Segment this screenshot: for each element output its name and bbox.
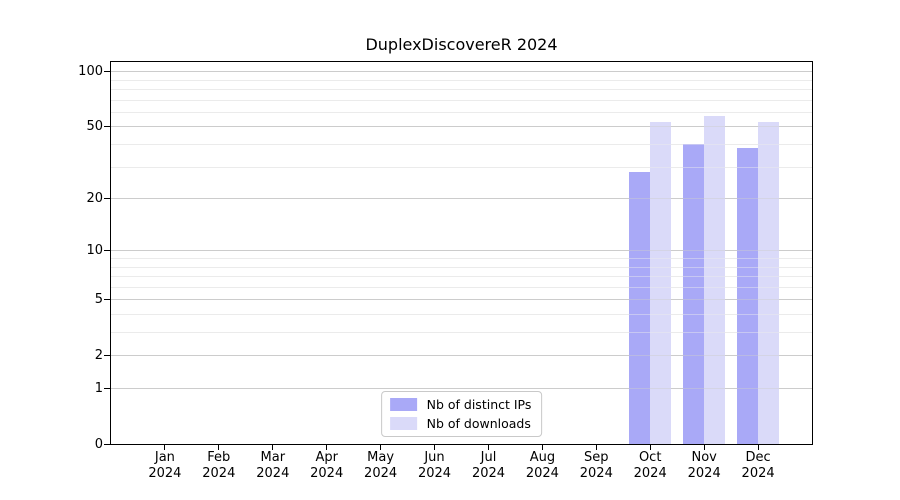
- ytick-label-0: 0: [94, 436, 103, 452]
- legend: Nb of distinct IPs Nb of downloads: [380, 391, 543, 437]
- gridline-overlay-minor-y8: [111, 266, 812, 268]
- ytick-label-5: 5: [94, 291, 103, 307]
- legend-label-downloads: Nb of downloads: [426, 416, 531, 431]
- gridline-major-y1: [111, 388, 812, 389]
- bar-oct-downloads: [649, 121, 671, 444]
- ytick-1: [104, 387, 110, 389]
- ytick-20: [104, 197, 110, 199]
- gridline-minor-y9: [111, 257, 812, 259]
- legend-item-distinct-ips: Nb of distinct IPs: [389, 397, 532, 412]
- xtick-label-jul: Jul 2024: [471, 450, 506, 481]
- ytick-label-100: 100: [78, 63, 103, 79]
- bar-oct-distinct-ips: [628, 171, 650, 444]
- xtick-nov: [703, 445, 705, 450]
- xtick-label-jan: Jan 2024: [148, 450, 182, 481]
- gridline-overlay-major-y20: [111, 198, 812, 199]
- ytick-label-50: 50: [86, 118, 103, 134]
- xtick-label-oct: Oct 2024: [633, 450, 667, 481]
- ytick-100: [104, 70, 110, 72]
- gridline-overlay-minor-y6: [111, 286, 812, 288]
- gridline-overlay-minor-y4: [111, 313, 812, 315]
- gridline-minor-y90: [111, 79, 812, 81]
- legend-swatch-distinct-ips: [389, 398, 417, 411]
- xtick-label-aug: Aug 2024: [525, 450, 559, 481]
- gridline-overlay-minor-y7: [111, 276, 812, 277]
- ytick-5: [104, 298, 110, 300]
- gridline-major-y50: [111, 126, 812, 128]
- legend-label-distinct-ips: Nb of distinct IPs: [426, 397, 532, 412]
- gridline-overlay-minor-y90: [111, 79, 812, 81]
- gridline-overlay-minor-y60: [111, 111, 812, 113]
- ytick-label-10: 10: [86, 242, 103, 258]
- gridline-overlay-major-y1: [111, 388, 812, 389]
- xtick-jun: [434, 445, 435, 450]
- gridline-overlay-minor-y40: [111, 143, 812, 145]
- gridline-major-y2: [111, 355, 812, 357]
- xtick-label-mar: Mar 2024: [256, 450, 290, 481]
- ytick-10: [104, 249, 110, 251]
- xtick-label-sep: Sep 2024: [579, 450, 613, 481]
- xtick-label-dec: Dec 2024: [741, 450, 775, 481]
- gridline-major-y20: [111, 198, 812, 199]
- gridline-major-y5: [111, 299, 812, 301]
- gridline-minor-y6: [111, 286, 812, 288]
- xtick-feb: [218, 445, 220, 450]
- gridline-minor-y40: [111, 143, 812, 145]
- xtick-mar: [272, 445, 274, 450]
- gridline-minor-y4: [111, 313, 812, 315]
- ytick-label-1: 1: [94, 380, 103, 396]
- gridline-minor-y80: [111, 88, 812, 90]
- xtick-oct: [649, 445, 651, 450]
- gridline-overlay-minor-y30: [111, 166, 812, 168]
- ytick-50: [104, 125, 110, 127]
- ytick-0: [104, 443, 110, 445]
- gridline-overlay-minor-y3: [111, 332, 812, 333]
- gridline-minor-y8: [111, 266, 812, 268]
- gridline-minor-y70: [111, 99, 812, 101]
- gridline-overlay-major-y10: [111, 250, 812, 252]
- xtick-apr: [326, 445, 328, 450]
- xtick-label-jun: Jun 2024: [417, 450, 452, 481]
- legend-item-downloads: Nb of downloads: [389, 416, 532, 431]
- xtick-label-apr: Apr 2024: [310, 450, 344, 481]
- chart-title: DuplexDiscovereR 2024: [365, 35, 558, 54]
- xtick-label-may: May 2024: [364, 450, 398, 481]
- gridline-minor-y60: [111, 111, 812, 113]
- gridline-minor-y7: [111, 276, 812, 277]
- xtick-label-feb: Feb 2024: [202, 450, 236, 481]
- ytick-label-2: 2: [94, 347, 103, 363]
- bar-nov-distinct-ips: [682, 143, 704, 444]
- ytick-2: [104, 354, 110, 356]
- gridline-overlay-major-y2: [111, 355, 812, 357]
- gridline-overlay-minor-y9: [111, 257, 812, 259]
- gridline-major-y10: [111, 250, 812, 252]
- xtick-aug: [541, 445, 543, 450]
- bar-dec-downloads: [757, 121, 779, 444]
- ytick-label-20: 20: [86, 190, 103, 206]
- bar-nov-downloads: [703, 115, 725, 444]
- gridline-major-y100: [111, 71, 812, 73]
- legend-swatch-downloads: [389, 417, 417, 430]
- gridline-overlay-major-y50: [111, 126, 812, 128]
- xtick-sep: [595, 445, 597, 450]
- xtick-may: [380, 445, 382, 450]
- xtick-jan: [164, 445, 166, 450]
- xtick-dec: [757, 445, 759, 450]
- xtick-label-nov: Nov 2024: [687, 450, 721, 481]
- xtick-jul: [488, 445, 489, 450]
- gridline-overlay-minor-y70: [111, 99, 812, 101]
- gridline-overlay-major-y5: [111, 299, 812, 301]
- bar-dec-distinct-ips: [736, 148, 758, 444]
- gridline-overlay-minor-y80: [111, 88, 812, 90]
- gridline-minor-y3: [111, 332, 812, 333]
- gridline-overlay-major-y100: [111, 71, 812, 73]
- gridline-minor-y30: [111, 166, 812, 168]
- plot-area: Nb of distinct IPs Nb of downloads: [110, 61, 813, 445]
